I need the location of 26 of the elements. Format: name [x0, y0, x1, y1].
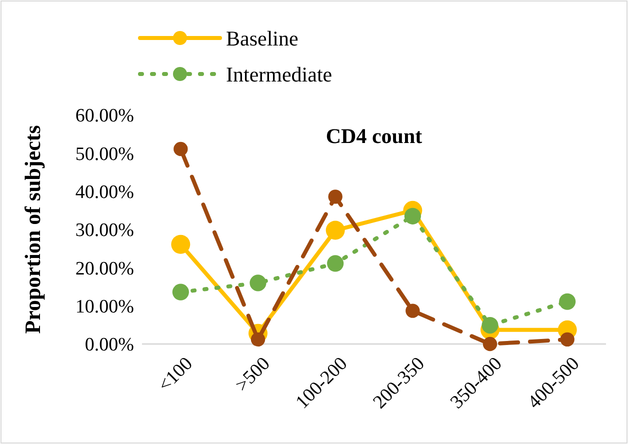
y-tick-label: 40.00%	[75, 182, 134, 203]
chart-title: CD4 count	[326, 124, 422, 148]
y-tick-label: 60.00%	[75, 106, 134, 127]
point	[250, 332, 266, 347]
y-tick-label: 20.00%	[75, 258, 134, 280]
point	[328, 190, 342, 204]
point	[559, 293, 576, 310]
y-axis-title: Proportion of subjects	[20, 124, 45, 334]
legend-label: Baseline	[226, 26, 298, 50]
point	[250, 274, 266, 292]
point	[482, 317, 498, 334]
point	[404, 208, 421, 224]
y-tick-label: 0.00%	[84, 334, 134, 356]
point	[327, 255, 344, 272]
y-tick-label: 50.00%	[75, 144, 134, 165]
point	[482, 336, 498, 352]
point	[326, 220, 345, 240]
y-tick-label: 30.00%	[75, 220, 134, 242]
point	[172, 284, 189, 300]
point	[171, 234, 190, 254]
y-tick-label: 10.00%	[75, 296, 134, 318]
x-tick-label: <100	[154, 353, 197, 396]
point	[174, 142, 188, 156]
point	[560, 332, 574, 347]
legend-label: Intermediate	[226, 62, 332, 86]
point	[406, 304, 420, 318]
